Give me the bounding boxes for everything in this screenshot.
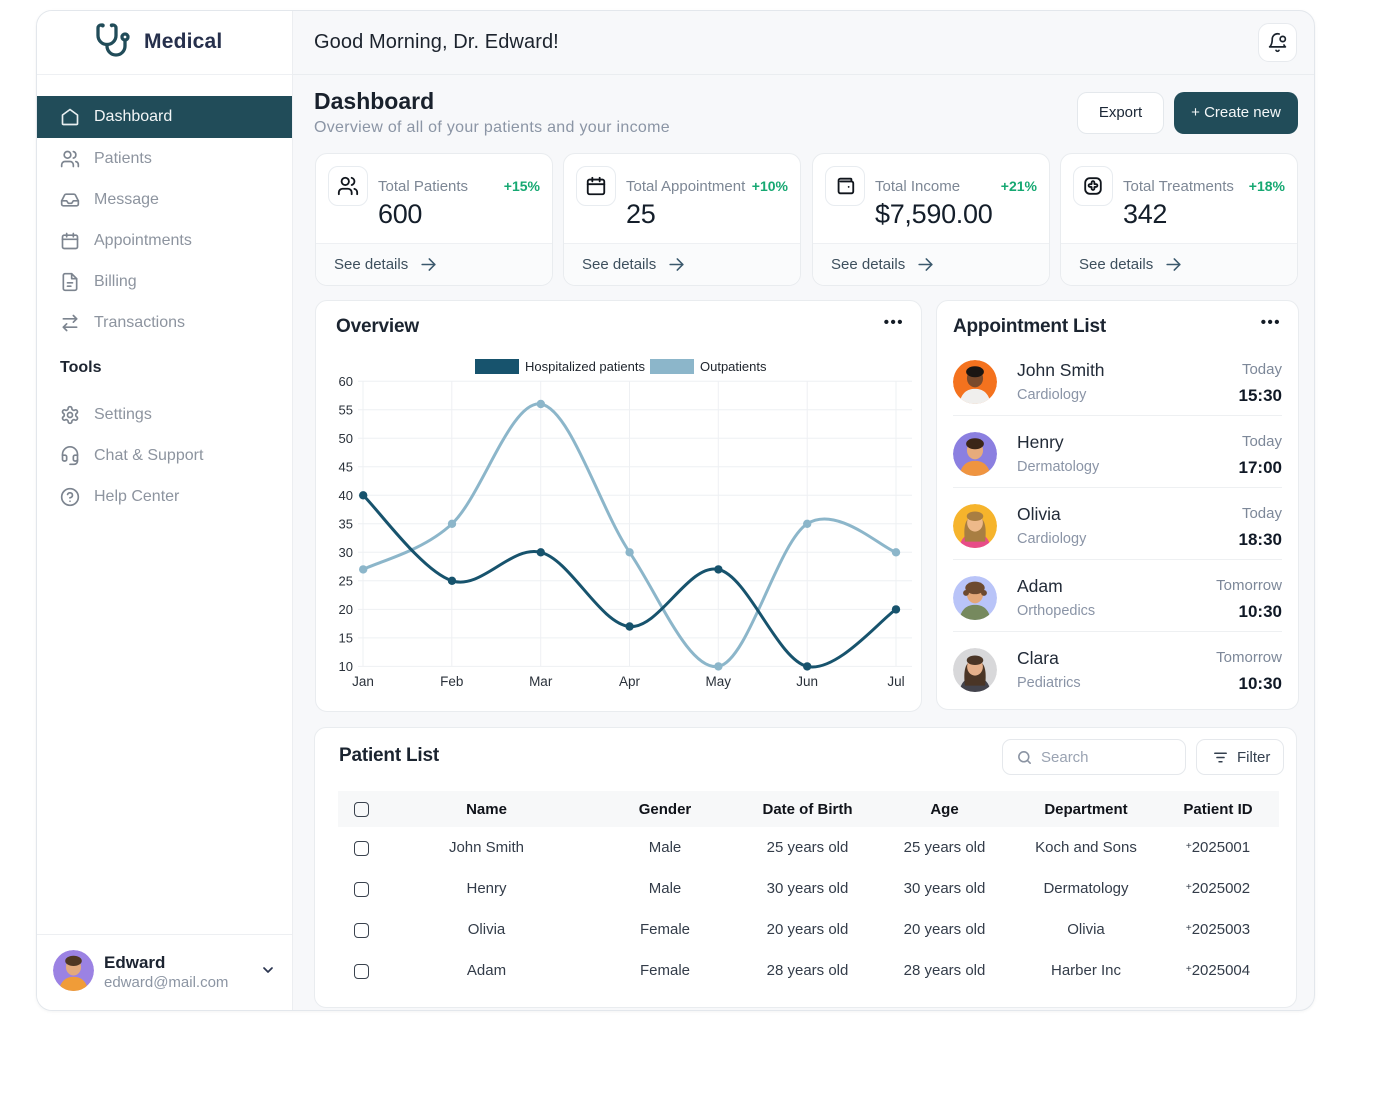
svg-text:Jun: Jun — [796, 674, 818, 689]
svg-text:Jul: Jul — [887, 674, 904, 689]
svg-text:20: 20 — [339, 602, 353, 617]
svg-text:35: 35 — [339, 517, 353, 532]
svg-text:15: 15 — [339, 631, 353, 646]
svg-text:Mar: Mar — [529, 674, 553, 689]
svg-text:50: 50 — [339, 431, 353, 446]
svg-text:55: 55 — [339, 403, 353, 418]
svg-text:Hospitalized patients: Hospitalized patients — [525, 359, 645, 374]
svg-text:25: 25 — [339, 574, 353, 589]
svg-text:Apr: Apr — [619, 674, 641, 689]
svg-text:10: 10 — [339, 659, 353, 674]
svg-text:30: 30 — [339, 545, 353, 560]
svg-text:Feb: Feb — [440, 674, 463, 689]
svg-text:45: 45 — [339, 460, 353, 475]
svg-text:60: 60 — [339, 374, 353, 389]
svg-text:40: 40 — [339, 488, 353, 503]
svg-text:May: May — [706, 674, 732, 689]
svg-text:Outpatients: Outpatients — [700, 359, 767, 374]
svg-text:Jan: Jan — [352, 674, 374, 689]
